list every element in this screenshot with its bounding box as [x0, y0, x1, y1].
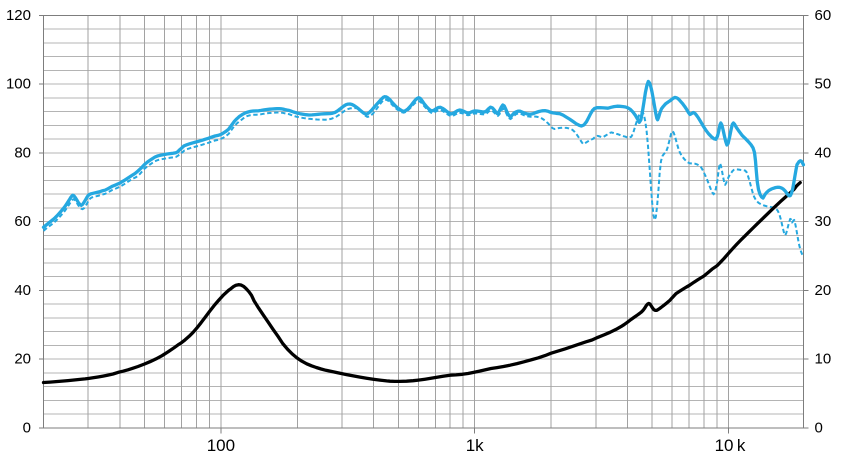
svg-text:20: 20	[14, 351, 31, 368]
svg-text:10: 10	[815, 351, 832, 368]
svg-text:1k: 1k	[466, 436, 484, 455]
svg-text:100: 100	[6, 76, 31, 93]
svg-text:50: 50	[815, 76, 832, 93]
svg-text:120: 120	[6, 7, 31, 24]
svg-text:80: 80	[14, 144, 31, 161]
svg-text:10 k: 10 k	[715, 436, 746, 455]
svg-text:100: 100	[207, 436, 235, 455]
svg-text:20: 20	[815, 282, 832, 299]
svg-text:40: 40	[14, 282, 31, 299]
svg-text:0: 0	[23, 419, 31, 436]
svg-text:40: 40	[815, 144, 832, 161]
svg-text:30: 30	[815, 213, 832, 230]
svg-text:0: 0	[815, 419, 823, 436]
svg-text:60: 60	[815, 7, 832, 24]
svg-text:60: 60	[14, 213, 31, 230]
